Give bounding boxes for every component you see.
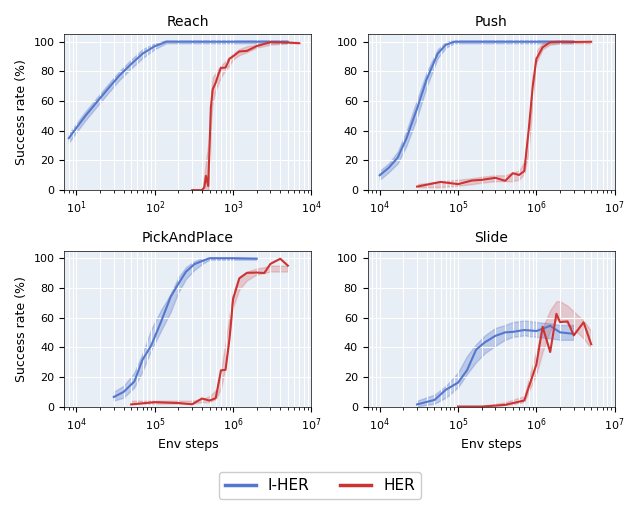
- Y-axis label: Success rate (%): Success rate (%): [15, 59, 28, 165]
- Y-axis label: Success rate (%): Success rate (%): [15, 276, 28, 382]
- Legend: I-HER, HER: I-HER, HER: [219, 472, 421, 499]
- Title: Reach: Reach: [166, 15, 209, 29]
- Title: Slide: Slide: [474, 231, 508, 245]
- X-axis label: Env steps: Env steps: [461, 439, 522, 451]
- X-axis label: Env steps: Env steps: [157, 439, 218, 451]
- Title: PickAndPlace: PickAndPlace: [142, 231, 234, 245]
- Title: Push: Push: [475, 15, 508, 29]
